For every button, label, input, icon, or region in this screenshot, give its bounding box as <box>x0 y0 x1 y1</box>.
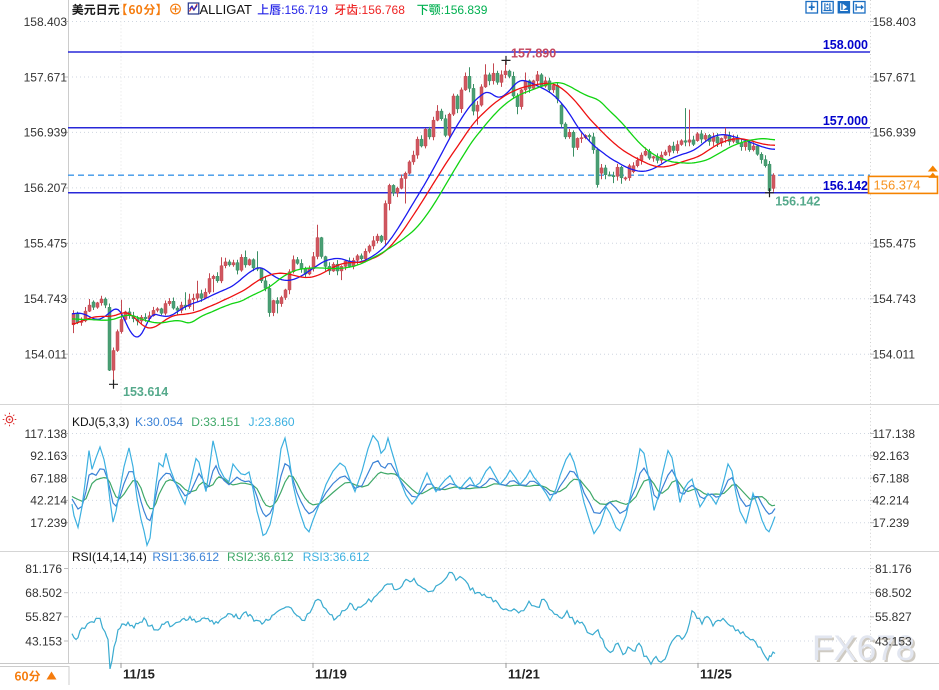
svg-text:157.890: 157.890 <box>511 47 556 61</box>
svg-text:11/21: 11/21 <box>508 666 540 681</box>
svg-text:KDJ(5,3,3): KDJ(5,3,3) <box>72 415 129 429</box>
svg-text:FX678: FX678 <box>812 629 915 668</box>
svg-text:FX678: FX678 <box>814 631 917 670</box>
svg-text:156.142: 156.142 <box>775 195 820 209</box>
svg-text::156.768: :156.768 <box>358 3 405 17</box>
svg-text:RSI(14,14,14): RSI(14,14,14) <box>72 550 147 564</box>
svg-text:55.827: 55.827 <box>875 610 912 624</box>
svg-text:17.239: 17.239 <box>873 516 910 530</box>
svg-text:43.153: 43.153 <box>875 634 912 648</box>
svg-text:156.939: 156.939 <box>24 126 68 140</box>
svg-text:155.475: 155.475 <box>24 237 68 251</box>
svg-text::156.719: :156.719 <box>281 3 328 17</box>
svg-text:55.827: 55.827 <box>25 610 62 624</box>
svg-text:67.188: 67.188 <box>30 471 67 485</box>
svg-text:67.188: 67.188 <box>873 471 910 485</box>
svg-text:155.475: 155.475 <box>873 237 917 251</box>
svg-text:156.374: 156.374 <box>874 178 921 193</box>
svg-text:17.239: 17.239 <box>30 516 67 530</box>
svg-text:158.403: 158.403 <box>24 15 68 29</box>
svg-text:92.163: 92.163 <box>30 449 67 463</box>
svg-text:154.743: 154.743 <box>24 292 68 306</box>
svg-text:157.671: 157.671 <box>24 70 68 84</box>
svg-text::156.839: :156.839 <box>441 3 488 17</box>
svg-text:117.138: 117.138 <box>873 427 916 441</box>
svg-text:153.614: 153.614 <box>123 385 168 399</box>
svg-text:11/25: 11/25 <box>700 666 732 681</box>
svg-text:154.743: 154.743 <box>873 292 917 306</box>
svg-text:156.142: 156.142 <box>823 179 868 193</box>
svg-text:68.502: 68.502 <box>875 586 912 600</box>
svg-text:ALLIGAT: ALLIGAT <box>200 2 253 17</box>
svg-text:156.939: 156.939 <box>873 126 917 140</box>
svg-text:RSI1:36.612: RSI1:36.612 <box>152 550 219 564</box>
svg-text:K:30.054: K:30.054 <box>135 415 183 429</box>
svg-text:92.163: 92.163 <box>873 449 910 463</box>
svg-text:11/15: 11/15 <box>123 666 155 681</box>
svg-text:42.214: 42.214 <box>30 494 67 508</box>
svg-text:156.207: 156.207 <box>24 181 68 195</box>
svg-text:157.000: 157.000 <box>823 114 868 128</box>
svg-text:81.176: 81.176 <box>875 562 912 576</box>
svg-text:42.214: 42.214 <box>873 494 910 508</box>
svg-text:81.176: 81.176 <box>25 562 62 576</box>
svg-text:11/19: 11/19 <box>315 666 347 681</box>
svg-text:RSI3:36.612: RSI3:36.612 <box>303 550 370 564</box>
svg-text:43.153: 43.153 <box>25 634 62 648</box>
svg-text:154.011: 154.011 <box>873 348 916 362</box>
svg-text:154.011: 154.011 <box>25 348 68 362</box>
svg-text:D:33.151: D:33.151 <box>191 415 240 429</box>
svg-text:158.000: 158.000 <box>823 38 868 52</box>
svg-text:J:23.860: J:23.860 <box>249 415 295 429</box>
svg-text:158.403: 158.403 <box>873 15 917 29</box>
svg-text:68.502: 68.502 <box>25 586 62 600</box>
svg-text:117.138: 117.138 <box>25 427 68 441</box>
svg-text:RSI2:36.612: RSI2:36.612 <box>227 550 294 564</box>
svg-text:157.671: 157.671 <box>873 70 917 84</box>
